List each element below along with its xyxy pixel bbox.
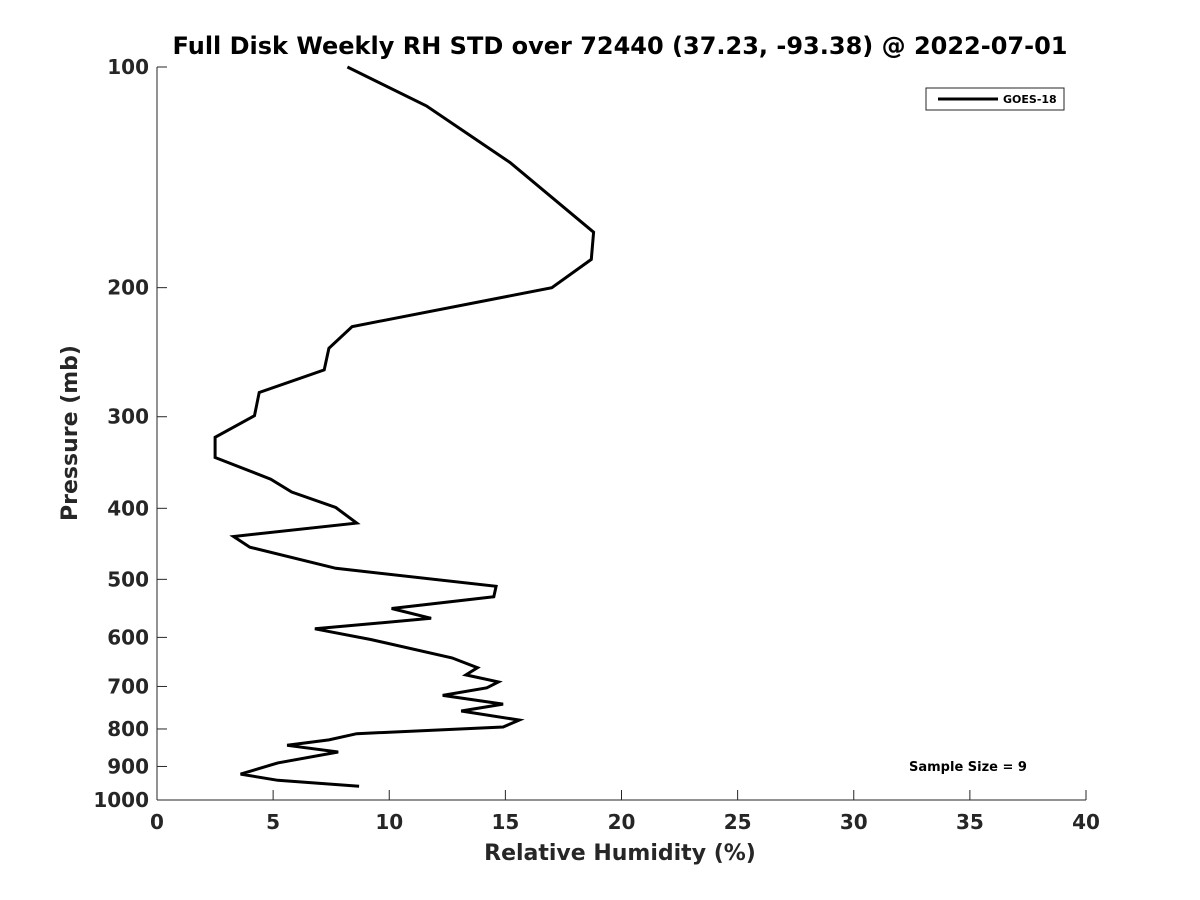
sample-size-annotation: Sample Size = 9 bbox=[909, 760, 1027, 775]
x-tick-label: 20 bbox=[608, 810, 636, 834]
y-tick-label: 400 bbox=[107, 496, 149, 520]
x-tick-label: 15 bbox=[491, 810, 519, 834]
legend-entry-label: GOES-18 bbox=[1003, 93, 1057, 106]
y-tick-label: 500 bbox=[107, 567, 149, 591]
x-axis-label: Relative Humidity (%) bbox=[484, 841, 756, 866]
x-tick-label: 40 bbox=[1072, 810, 1100, 834]
y-tick-label: 300 bbox=[107, 405, 149, 429]
x-tick-label: 10 bbox=[375, 810, 403, 834]
y-tick-label: 600 bbox=[107, 625, 149, 649]
x-tick-label: 5 bbox=[266, 810, 280, 834]
y-tick-label: 800 bbox=[107, 717, 149, 741]
series-layer bbox=[213, 65, 596, 788]
y-tick-label: 900 bbox=[107, 754, 149, 778]
ticks-layer: 0 5 10 15 20 25 30 35 40 100 200 300 400 500 600 700 800… bbox=[93, 55, 1100, 834]
x-tick-label: 25 bbox=[724, 810, 752, 834]
x-tick-label: 35 bbox=[956, 810, 984, 834]
y-tick-label: 700 bbox=[107, 674, 149, 698]
y-tick-label: 1000 bbox=[93, 788, 149, 812]
y-tick-label: 100 bbox=[107, 55, 149, 79]
plot-area bbox=[157, 67, 1086, 800]
x-tick-label: 30 bbox=[840, 810, 868, 834]
legend: GOES-18 bbox=[925, 87, 1065, 111]
y-axis-label: Pressure (mb) bbox=[58, 345, 83, 521]
chart-title: Full Disk Weekly RH STD over 72440 (37.2… bbox=[173, 32, 1068, 60]
series-line-goes-18 bbox=[213, 65, 596, 788]
y-tick-label: 200 bbox=[107, 276, 149, 300]
x-tick-label: 0 bbox=[150, 810, 164, 834]
